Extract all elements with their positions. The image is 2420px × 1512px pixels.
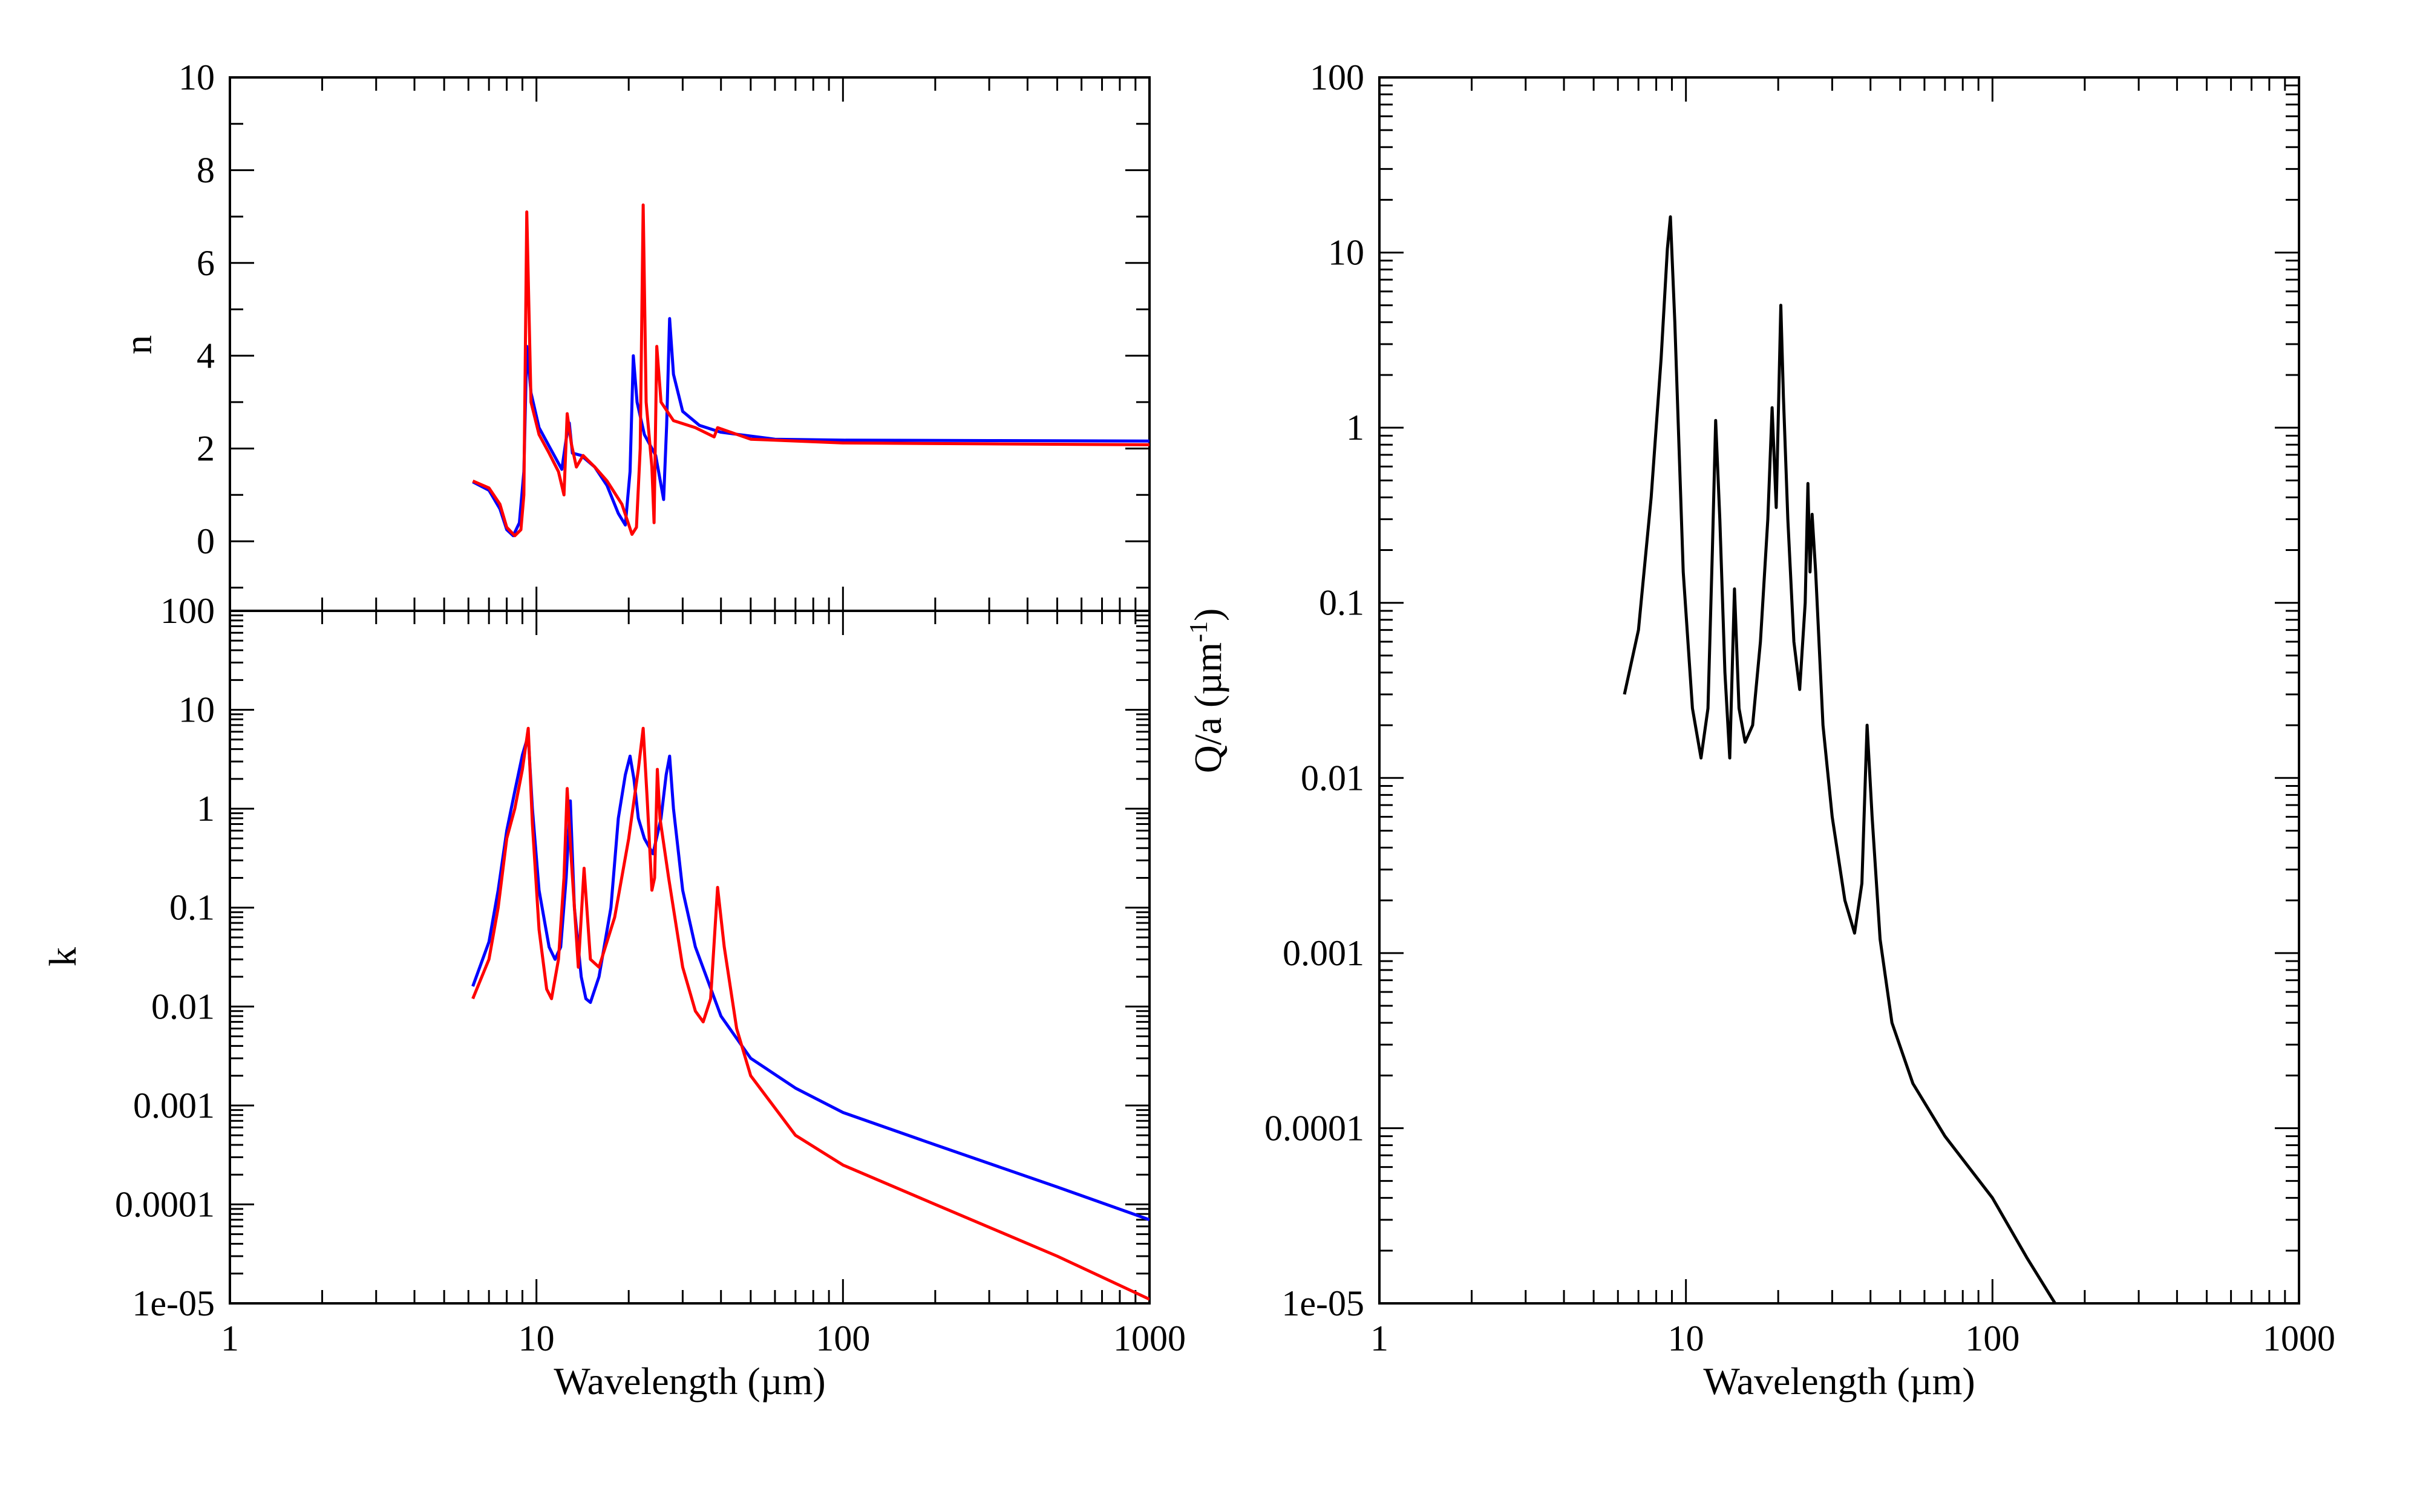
y-tick-label: 0.0001 [1264, 1108, 1364, 1148]
series-line-1 [1623, 215, 2056, 1303]
x-tick-label: 100 [816, 1318, 870, 1358]
y-tick-label: 0.01 [151, 986, 215, 1026]
series-line-1 [471, 734, 1150, 1222]
y-axis-label-end: ) [1186, 608, 1229, 621]
y-tick-label: 6 [197, 243, 215, 283]
y-tick-label: 100 [1310, 57, 1364, 97]
y-axis-label: k [41, 947, 84, 966]
tick-marks [1378, 77, 2300, 1305]
y-tick-label: 1e-05 [1281, 1283, 1364, 1323]
y-tick-label: 0.1 [1319, 583, 1364, 623]
q-panel: 1e-05 0.0001 0.001 0.01 0.1 1 10 100 1 10 100 1000 W… [1185, 57, 2335, 1403]
plot-frame [1378, 76, 2300, 1305]
series-line-2 [471, 726, 1150, 1301]
y-axis-label-sup: -1 [1185, 621, 1213, 642]
y-tick-label: 1e-05 [132, 1283, 215, 1323]
y-tick-label: 1 [197, 789, 215, 829]
n-panel: 0 2 4 6 8 10 n [117, 57, 1151, 612]
y-axis-label-main: Q/a (µm [1186, 642, 1229, 773]
y-tick-label: 0.001 [133, 1086, 215, 1126]
y-tick-label: 0.0001 [115, 1184, 215, 1224]
y-axis-label-main: n [117, 335, 160, 354]
series-line-1 [472, 317, 1150, 538]
y-axis-label: n [117, 335, 160, 354]
y-tick-label: 0.01 [1301, 758, 1364, 798]
tick-marks [229, 611, 1151, 1305]
y-tick-label: 8 [197, 150, 215, 190]
y-tick-label: 2 [197, 429, 215, 469]
y-tick-label: 0.1 [169, 888, 215, 928]
y-axis-label-main: k [41, 947, 84, 966]
y-tick-label: 10 [178, 57, 215, 97]
y-tick-label: 100 [160, 591, 215, 631]
y-tick-label: 1 [1346, 408, 1364, 448]
k-panel: 1e-05 0.0001 0.001 0.01 0.1 1 10 100 1 10 100 1000 W… [41, 591, 1186, 1403]
x-tick-label: 10 [1668, 1318, 1704, 1358]
x-axis-label: Wavelength (µm) [554, 1360, 825, 1403]
x-tick-label: 1 [1370, 1318, 1388, 1358]
x-tick-label: 1000 [2263, 1318, 2335, 1358]
x-axis-label: Wavelength (µm) [1703, 1360, 1975, 1403]
x-tick-label: 1 [221, 1318, 239, 1358]
y-tick-label: 0.001 [1283, 933, 1364, 973]
y-tick-label: 10 [1328, 233, 1364, 273]
plot-frame [229, 610, 1151, 1305]
x-tick-label: 1000 [1113, 1318, 1186, 1358]
tick-marks [229, 76, 1151, 611]
x-tick-label: 100 [1965, 1318, 2019, 1358]
y-tick-label: 0 [197, 521, 215, 561]
x-tick-label: 10 [518, 1318, 555, 1358]
y-tick-label: 4 [197, 336, 215, 376]
y-tick-label: 10 [178, 690, 215, 730]
series-line-2 [472, 203, 1150, 538]
plot-frame [229, 76, 1151, 612]
y-axis-label: Q/a (µm-1) [1185, 608, 1229, 774]
